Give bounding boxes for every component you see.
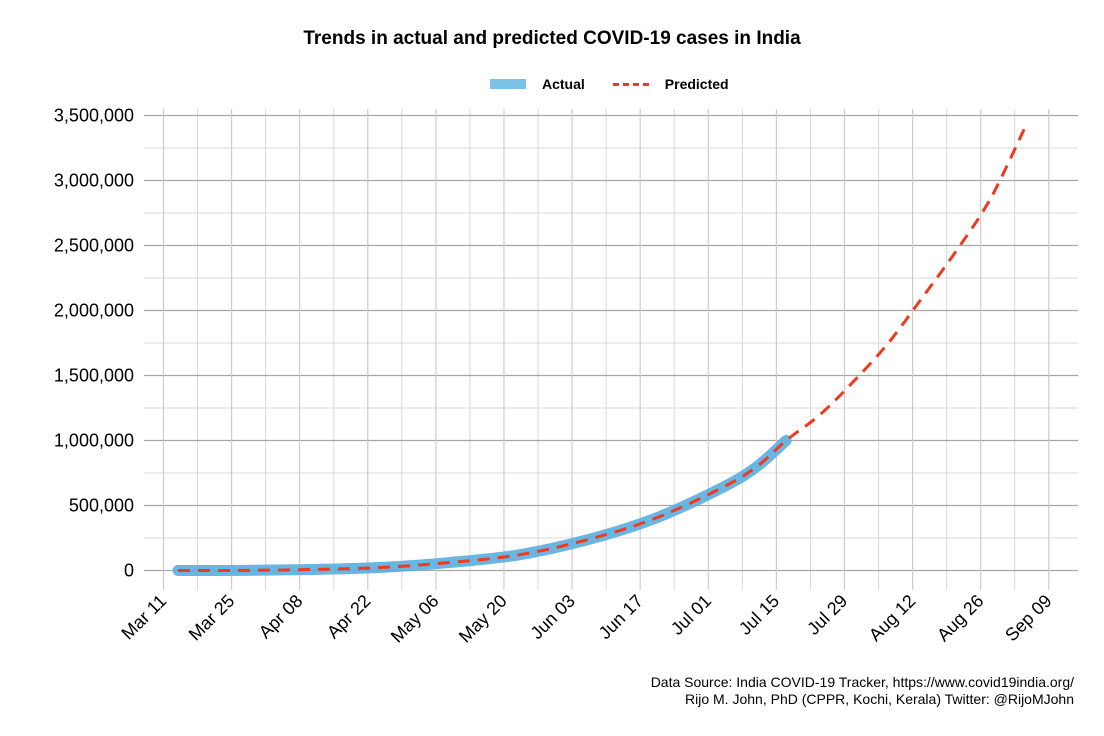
y-tick-label: 1,500,000 [54, 366, 134, 386]
x-tick-label: Jul 01 [667, 591, 715, 639]
x-tick-label: Apr 08 [255, 591, 307, 643]
x-tick-label: Sep 09 [1001, 591, 1055, 645]
x-tick-label: Jun 03 [527, 591, 579, 643]
x-tick-label: Apr 22 [323, 591, 375, 643]
x-tick-label: May 06 [387, 591, 443, 647]
y-tick-label: 1,000,000 [54, 431, 134, 451]
legend-swatch-actual [490, 79, 526, 89]
y-tick-label: 3,500,000 [54, 106, 134, 126]
x-tick-label: Aug 26 [933, 591, 987, 645]
legend-swatch-predicted [612, 82, 649, 86]
series-layer [172, 127, 1026, 576]
y-tick-label: 500,000 [69, 496, 134, 516]
series-line-predicted [178, 127, 1026, 572]
legend-item-predicted: Predicted [612, 76, 729, 92]
author-credit-note: Rijo M. John, PhD (CPPR, Kochi, Kerala) … [685, 691, 1074, 707]
y-axis-labels: 0 500,000 1,000,000 1,500,000 2,000,000 2,500… [54, 106, 134, 581]
x-tick-label: Jul 29 [803, 591, 851, 639]
x-tick-label: Jul 15 [735, 591, 783, 639]
legend-label-predicted: Predicted [664, 76, 729, 92]
grid-major [144, 109, 1078, 590]
x-tick-label: Jun 17 [595, 591, 647, 643]
y-tick-label: 2,000,000 [54, 301, 134, 321]
x-tick-label: May 20 [455, 591, 511, 647]
x-axis-labels: Mar 11 Mar 25 Apr 08 Apr 22 May 06 May 20 Jun … [117, 591, 1055, 647]
x-tick-label: Aug 12 [865, 591, 919, 645]
y-tick-label: 3,000,000 [54, 171, 134, 191]
legend-item-actual: Actual [490, 76, 585, 92]
x-tick-label: Mar 11 [117, 591, 170, 644]
y-tick-label: 0 [124, 561, 134, 581]
grid-minor [144, 109, 1078, 590]
y-tick-label: 2,500,000 [54, 236, 134, 256]
data-source-note: Data Source: India COVID-19 Tracker, htt… [650, 674, 1074, 690]
legend: Actual Predicted [490, 74, 757, 94]
legend-label-actual: Actual [542, 76, 585, 92]
chart-title: Trends in actual and predicted COVID-19 … [303, 28, 801, 49]
x-tick-label: Mar 25 [185, 591, 239, 645]
